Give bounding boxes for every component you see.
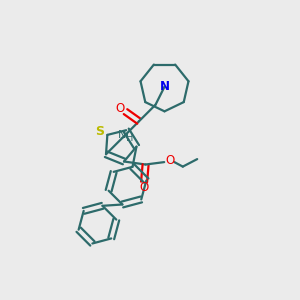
Text: N: N — [160, 80, 170, 93]
Text: O: O — [115, 102, 124, 115]
Text: N: N — [118, 130, 127, 140]
Text: H: H — [126, 133, 134, 143]
Text: S: S — [95, 125, 104, 138]
Text: O: O — [140, 182, 149, 194]
Text: O: O — [165, 154, 174, 167]
